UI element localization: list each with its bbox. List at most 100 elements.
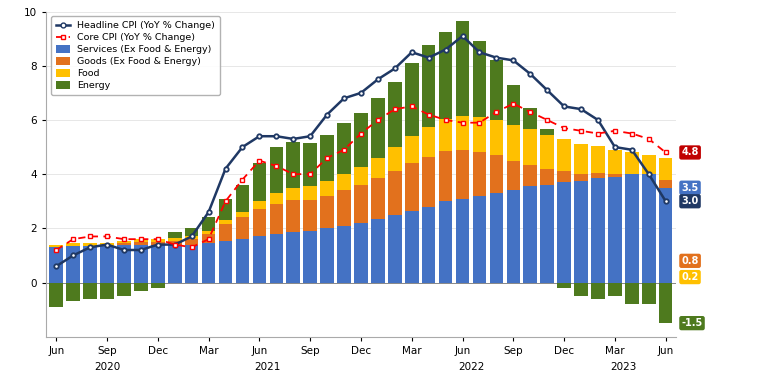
- Bar: [625, 283, 639, 304]
- Bar: [219, 241, 232, 283]
- Bar: [83, 246, 97, 283]
- Bar: [66, 246, 80, 283]
- Bar: [49, 245, 63, 247]
- Bar: [66, 283, 80, 285]
- Bar: [168, 245, 181, 283]
- Bar: [202, 231, 215, 234]
- Text: 4.8: 4.8: [681, 147, 699, 158]
- Bar: [405, 211, 419, 283]
- Bar: [608, 150, 621, 174]
- Bar: [303, 187, 317, 200]
- Bar: [507, 85, 520, 125]
- Bar: [83, 283, 97, 299]
- Bar: [101, 243, 114, 246]
- Bar: [303, 143, 317, 187]
- Bar: [168, 238, 181, 241]
- Bar: [371, 98, 385, 158]
- Bar: [558, 182, 571, 283]
- Bar: [286, 188, 300, 200]
- Bar: [558, 171, 571, 182]
- Bar: [490, 120, 503, 155]
- Bar: [405, 136, 419, 163]
- Bar: [286, 232, 300, 283]
- Bar: [168, 240, 181, 245]
- Bar: [236, 212, 250, 217]
- Bar: [405, 163, 419, 211]
- Bar: [524, 187, 537, 283]
- Bar: [337, 190, 351, 226]
- Bar: [642, 155, 656, 174]
- Bar: [659, 158, 673, 180]
- Bar: [303, 231, 317, 283]
- Bar: [236, 217, 250, 239]
- Bar: [490, 193, 503, 283]
- Bar: [659, 283, 673, 323]
- Bar: [202, 217, 215, 231]
- Bar: [49, 247, 63, 283]
- Bar: [591, 178, 604, 283]
- Text: 2023: 2023: [610, 362, 637, 372]
- Bar: [202, 234, 215, 243]
- Bar: [490, 155, 503, 193]
- Bar: [422, 127, 435, 156]
- Bar: [472, 196, 486, 283]
- Text: 2022: 2022: [458, 362, 484, 372]
- Bar: [524, 130, 537, 165]
- Bar: [270, 234, 283, 283]
- Bar: [168, 232, 181, 238]
- Bar: [66, 283, 80, 301]
- Bar: [490, 60, 503, 120]
- Bar: [236, 185, 250, 212]
- Bar: [151, 239, 164, 242]
- Bar: [286, 200, 300, 232]
- Bar: [541, 169, 554, 185]
- Bar: [608, 177, 621, 283]
- Bar: [101, 246, 114, 283]
- Bar: [558, 139, 571, 171]
- Bar: [472, 152, 486, 196]
- Bar: [49, 283, 63, 307]
- Bar: [574, 181, 588, 283]
- Text: 3.0: 3.0: [681, 196, 699, 206]
- Bar: [118, 243, 131, 245]
- Bar: [558, 283, 571, 288]
- Bar: [101, 283, 114, 299]
- Bar: [422, 46, 435, 127]
- Bar: [83, 283, 97, 284]
- Bar: [253, 236, 266, 283]
- Bar: [405, 63, 419, 136]
- Bar: [185, 239, 198, 245]
- Bar: [591, 283, 604, 299]
- Bar: [134, 283, 147, 291]
- Bar: [320, 181, 334, 196]
- Bar: [439, 151, 452, 201]
- Bar: [118, 245, 131, 283]
- Text: 3.5: 3.5: [681, 183, 699, 193]
- Bar: [354, 223, 368, 283]
- Text: 0.8: 0.8: [681, 256, 699, 266]
- Bar: [608, 283, 621, 296]
- Bar: [118, 283, 131, 296]
- Bar: [439, 32, 452, 119]
- Bar: [219, 199, 232, 220]
- Bar: [507, 190, 520, 283]
- Bar: [270, 147, 283, 193]
- Bar: [388, 215, 402, 283]
- Bar: [185, 236, 198, 239]
- Bar: [574, 174, 588, 181]
- Bar: [337, 123, 351, 174]
- Bar: [202, 243, 215, 283]
- Bar: [574, 144, 588, 174]
- Bar: [455, 21, 469, 116]
- Bar: [354, 113, 368, 167]
- Bar: [371, 219, 385, 283]
- Bar: [642, 283, 656, 304]
- Bar: [83, 243, 97, 246]
- Bar: [253, 209, 266, 236]
- Bar: [541, 135, 554, 169]
- Bar: [219, 220, 232, 224]
- Bar: [608, 174, 621, 177]
- Bar: [388, 147, 402, 171]
- Bar: [270, 193, 283, 204]
- Bar: [270, 204, 283, 234]
